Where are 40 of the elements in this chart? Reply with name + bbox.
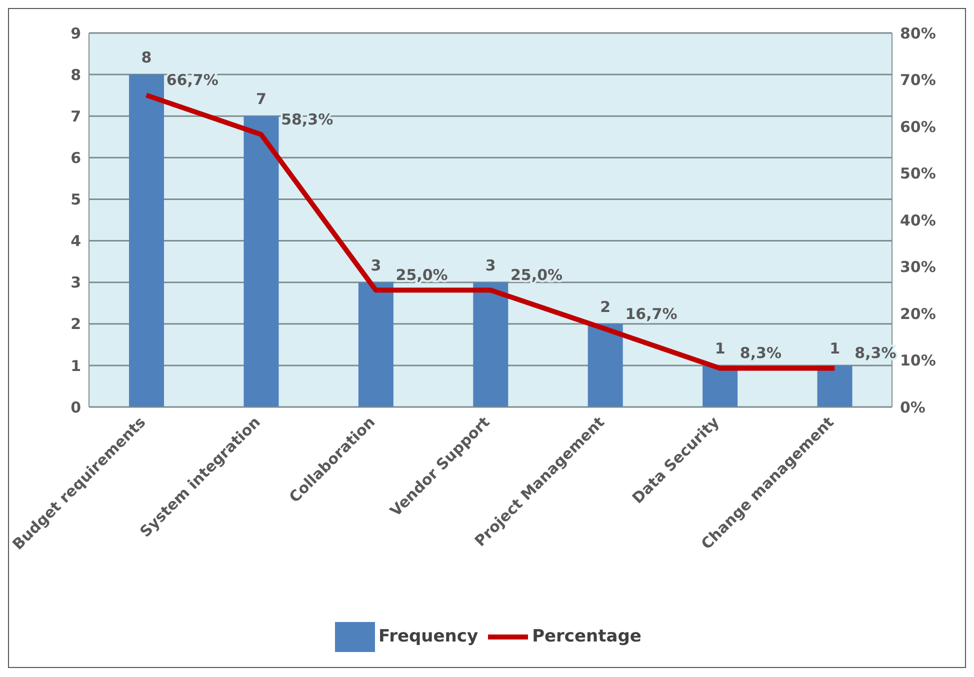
data-label: 25,0%	[510, 266, 563, 284]
y2-tick-label: 40%	[900, 211, 936, 230]
data-label: 16,7%	[625, 304, 678, 323]
data-label: 3	[370, 256, 382, 274]
bar	[817, 365, 852, 407]
data-label: 7	[256, 90, 266, 108]
legend-label: Frequency	[378, 626, 478, 647]
data-label: 3	[485, 256, 496, 274]
bar	[244, 116, 279, 407]
y2-tick-label: 70%	[900, 71, 936, 90]
y-tick-label: 8	[70, 66, 81, 84]
y2-tick-label: 30%	[900, 258, 936, 276]
bar	[588, 324, 623, 407]
y-tick-label: 0	[70, 398, 81, 416]
y-tick-label: 5	[70, 190, 81, 209]
y2-tick-label: 80%	[900, 24, 936, 42]
y-tick-label: 6	[70, 148, 81, 167]
bar	[129, 74, 164, 407]
y-tick-label: 3	[70, 274, 81, 292]
y-tick-label: 1	[70, 356, 81, 375]
y2-tick-label: 20%	[900, 304, 936, 323]
y2-tick-label: 50%	[900, 164, 936, 183]
data-label: 8,3%	[740, 344, 782, 362]
data-label: 25,0%	[396, 266, 448, 284]
bar	[473, 282, 508, 407]
y-tick-label: 9	[70, 24, 81, 42]
legend-label: Percentage	[532, 626, 642, 647]
y-tick-label: 7	[70, 107, 81, 126]
data-label: 1	[714, 339, 726, 358]
bar	[358, 282, 394, 407]
y2-tick-label: 10%	[900, 352, 936, 370]
bar	[702, 365, 738, 407]
y2-tick-label: 60%	[900, 118, 936, 136]
y-tick-label: 4	[70, 232, 81, 250]
y-tick-label: 2	[70, 315, 81, 334]
data-label: 2	[600, 298, 611, 316]
y2-tick-label: 0%	[900, 398, 926, 416]
data-label: 1	[830, 339, 840, 358]
data-label: 8	[141, 48, 152, 67]
data-label: 66,7%	[166, 71, 218, 90]
